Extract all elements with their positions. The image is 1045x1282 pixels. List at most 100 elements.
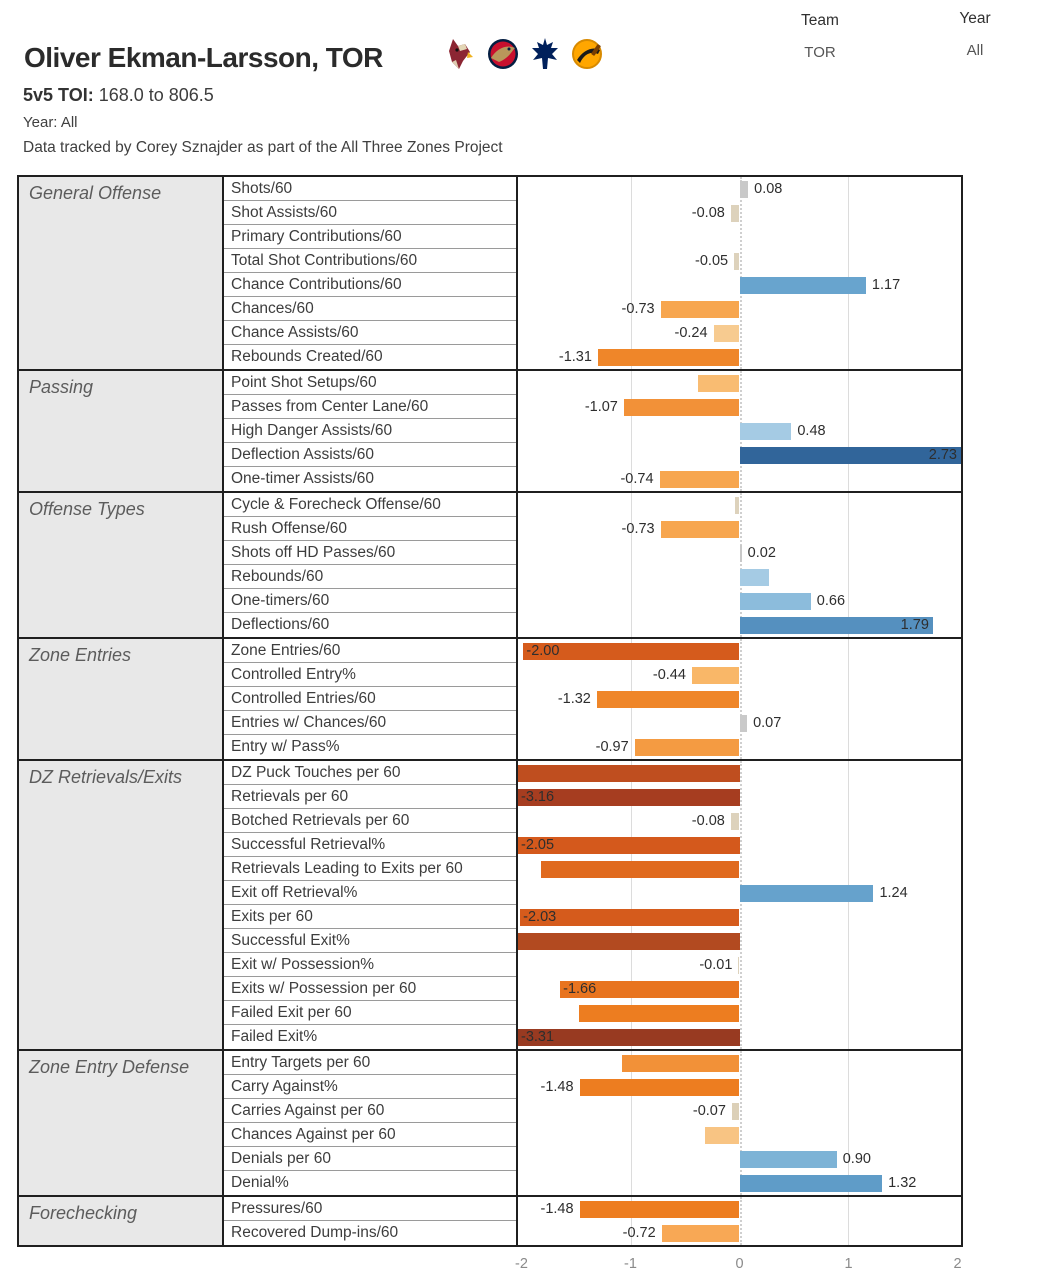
metric-label: Failed Exit per 60 [224,1001,516,1025]
bar[interactable] [731,1102,740,1120]
bar[interactable] [698,374,740,392]
metric-label: Retrievals per 60 [224,785,516,809]
section-label: DZ Retrievals/Exits [19,761,224,1049]
metric-label: Carries Against per 60 [224,1099,516,1123]
chart-panel: -1.07 0.48 2.73 -0.74 [518,371,961,491]
bar[interactable] [739,544,742,562]
bar[interactable] [621,1054,740,1072]
bar[interactable] [739,568,769,586]
bar[interactable] [739,1174,883,1192]
bar[interactable] [518,764,740,782]
year-filter-value[interactable]: All [966,42,984,59]
bar[interactable] [730,812,740,830]
metric-label: Carry Against% [224,1075,516,1099]
chart-panel: -1.48 -0.72 [518,1197,961,1245]
bar[interactable] [713,324,740,342]
bar[interactable] [739,1150,837,1168]
bar[interactable] [691,666,740,684]
gridline [631,371,633,491]
bar[interactable] [623,398,740,416]
bar[interactable] [518,932,740,950]
bar[interactable] [660,520,740,538]
bar[interactable] [518,1028,740,1046]
team-filter-value[interactable]: TOR [804,44,836,61]
bar[interactable] [523,642,740,660]
bar-value-label: 0.66 [816,592,846,609]
team-filter[interactable]: Team TOR [785,12,855,61]
x-axis-tick: -2 [514,1256,528,1272]
bar[interactable] [739,592,811,610]
bar-value-label: 1.32 [888,1174,917,1191]
metric-column: Zone Entries/60 Controlled Entry% Controll… [224,639,518,759]
bar[interactable] [739,446,961,464]
bar[interactable] [739,180,749,198]
bar-value-label: -3.31 [521,1028,555,1045]
metric-label: One-timer Assists/60 [231,470,374,487]
bar[interactable] [579,1078,740,1096]
bar[interactable] [738,956,740,974]
bar[interactable] [739,884,874,902]
section: General Offense Shots/60 Shot Assists/60 Pr… [17,175,963,371]
bar[interactable] [739,422,792,440]
metric-label: Deflections/60 [231,616,330,633]
bar-value-label: -0.07 [692,1102,726,1119]
bar[interactable] [730,204,740,222]
bar-value-label: -0.24 [674,324,708,341]
bar-value-label: 0.08 [754,180,783,197]
bar[interactable] [660,300,740,318]
bar-value-label: -0.73 [621,300,655,317]
gridline [847,493,849,637]
bar[interactable] [661,1224,740,1242]
x-axis-tick: 0 [735,1256,744,1272]
bar[interactable] [520,908,740,926]
bar-value-label: 1.24 [879,884,908,901]
metric-label: Deflection Assists/60 [224,443,516,467]
metric-label: Passes from Center Lane/60 [224,395,516,419]
bar[interactable] [518,836,740,854]
bar[interactable] [540,860,740,878]
bar-value-label: -1.48 [540,1200,574,1217]
gridline [631,761,633,1049]
gridline [847,1051,849,1195]
toi-line: 5v5 TOI: 168.0 to 806.5 [23,85,214,106]
bar[interactable] [596,690,740,708]
bar[interactable] [734,252,740,270]
bar-value-label: -0.08 [691,204,725,221]
bar-value-label: 0.02 [747,544,776,561]
section: Zone Entry Defense Entry Targets per 60 Ca… [17,1049,963,1197]
section: Forechecking Pressures/60 Recovered Dump-i… [17,1195,963,1247]
bar[interactable] [597,348,740,366]
bar[interactable] [739,276,866,294]
bar[interactable] [560,980,740,998]
bar[interactable] [739,616,933,634]
bar[interactable] [579,1200,740,1218]
bar[interactable] [739,714,748,732]
bar[interactable] [704,1126,740,1144]
metric-label: Rush Offense/60 [224,517,516,541]
metric-label: Retrievals Leading to Exits per 60 [224,857,516,881]
section-label: Forechecking [19,1197,224,1245]
chart-panel: -3.16 -0.08 -2.05 1.24 -2.03 -0.01 -1.66 -3.31 [518,761,961,1049]
metric-label: Shot Assists/60 [224,201,516,225]
bar[interactable] [659,470,740,488]
bar[interactable] [518,788,740,806]
gridline [847,639,849,759]
bar-value-label: -2.00 [526,642,560,659]
page-title: Oliver Ekman-Larsson, TOR [24,42,383,73]
credit-line: Data tracked by Corey Sznajder as part o… [23,139,503,156]
metric-label: Controlled Entries/60 [224,687,516,711]
zero-line [739,761,742,1049]
bar-value-label: -0.05 [695,252,729,269]
zero-line [739,1051,742,1195]
year-filter[interactable]: Year All [945,10,1005,59]
bar[interactable] [634,738,740,756]
coyotes-logo-icon [449,39,473,69]
metric-label: Chance Contributions/60 [224,273,516,297]
metric-column: Entry Targets per 60 Carry Against% Carrie… [224,1051,518,1195]
bar-value-label: 0.07 [753,714,782,731]
bar-value-label: -0.08 [691,812,725,829]
bar[interactable] [578,1004,740,1022]
section: Zone Entries Zone Entries/60 Controlled En… [17,637,963,761]
bar[interactable] [735,496,740,514]
metric-label: Rebounds/60 [224,565,516,589]
